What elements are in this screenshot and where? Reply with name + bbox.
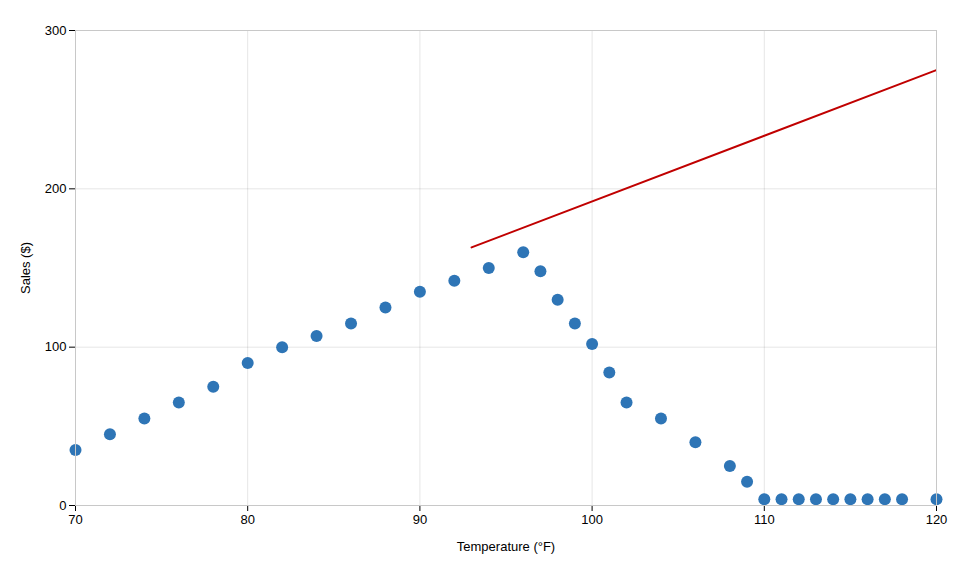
svg-text:70: 70 bbox=[68, 512, 82, 527]
svg-text:0: 0 bbox=[59, 498, 66, 513]
svg-text:300: 300 bbox=[45, 23, 67, 38]
svg-text:120: 120 bbox=[926, 512, 948, 527]
svg-text:Temperature (°F): Temperature (°F) bbox=[457, 539, 555, 554]
svg-text:90: 90 bbox=[413, 512, 427, 527]
svg-text:200: 200 bbox=[45, 181, 67, 196]
svg-text:110: 110 bbox=[754, 512, 775, 527]
svg-text:Sales ($): Sales ($) bbox=[18, 242, 33, 294]
svg-text:80: 80 bbox=[240, 512, 254, 527]
svg-text:100: 100 bbox=[45, 339, 67, 354]
svg-text:100: 100 bbox=[581, 512, 603, 527]
